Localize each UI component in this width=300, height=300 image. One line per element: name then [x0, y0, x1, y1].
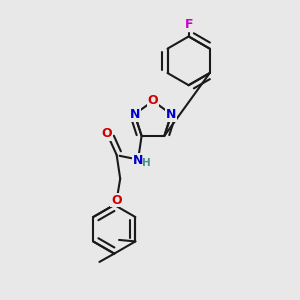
- Text: O: O: [148, 94, 158, 107]
- Text: H: H: [142, 158, 151, 168]
- Text: N: N: [166, 108, 176, 121]
- Text: F: F: [184, 18, 193, 31]
- Text: N: N: [129, 108, 140, 121]
- Text: O: O: [101, 127, 112, 140]
- Text: O: O: [111, 194, 122, 207]
- Text: N: N: [133, 154, 143, 167]
